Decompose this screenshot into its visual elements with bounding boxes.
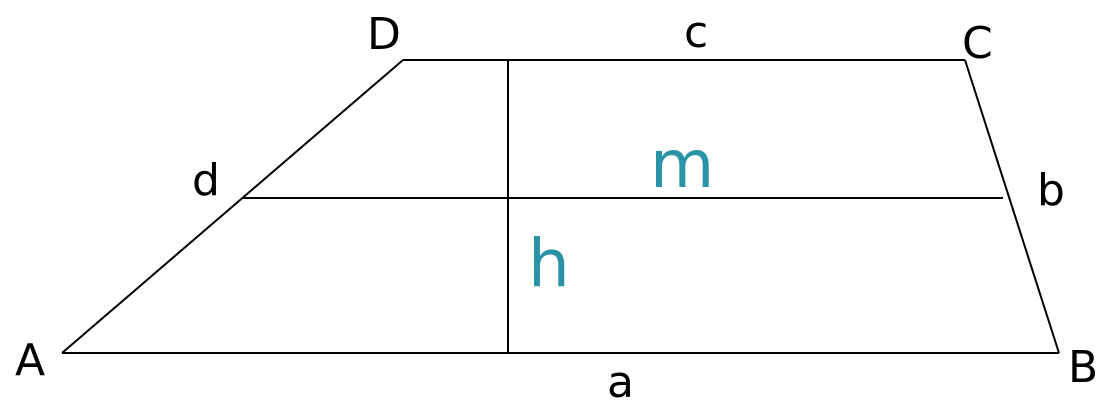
side-label-a: a bbox=[607, 357, 634, 408]
vertex-label-c: C bbox=[962, 18, 993, 69]
side-b-line bbox=[964, 59, 1060, 354]
vertex-label-b: B bbox=[1068, 342, 1098, 393]
height-label-h: h bbox=[528, 225, 570, 302]
side-d-line bbox=[61, 59, 404, 354]
vertex-label-d: D bbox=[367, 9, 401, 60]
midline-label-m: m bbox=[650, 126, 714, 203]
vertex-label-a: A bbox=[15, 335, 45, 386]
side-label-c: c bbox=[684, 7, 708, 58]
side-label-d: d bbox=[192, 155, 220, 206]
side-label-b: b bbox=[1037, 165, 1065, 216]
